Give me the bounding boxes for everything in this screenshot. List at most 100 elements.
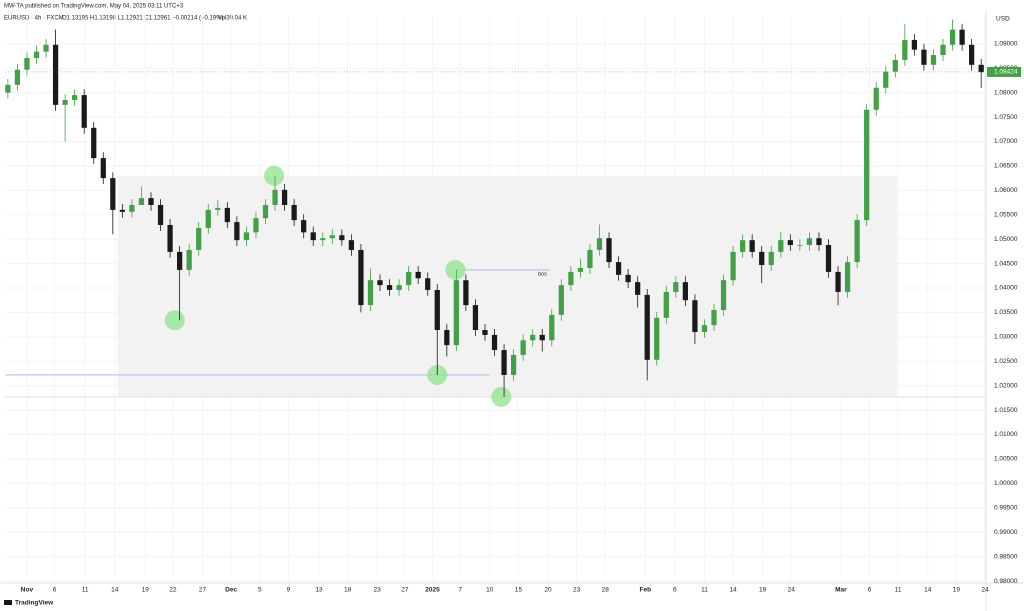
candle-body	[692, 300, 698, 332]
candle-body	[167, 225, 173, 252]
candle-body	[72, 95, 78, 100]
candle-body	[768, 251, 774, 266]
candle	[749, 234, 755, 258]
candle	[291, 199, 297, 226]
candle	[5, 78, 11, 99]
x-tick-label: 5	[258, 587, 262, 594]
candle-body	[348, 240, 355, 250]
candle	[844, 256, 851, 298]
pivot-marker	[491, 386, 512, 407]
candle	[406, 266, 412, 291]
candle-body	[358, 249, 364, 306]
candle	[339, 229, 345, 247]
x-tick-label: 22	[169, 587, 177, 594]
candle-body	[568, 271, 574, 286]
y-tick-label: 1.03500	[994, 309, 1018, 316]
candle-body	[291, 204, 297, 221]
candle	[854, 214, 860, 268]
candle	[635, 276, 641, 308]
x-tick-label: Mar	[835, 587, 847, 594]
candle	[91, 121, 97, 164]
candle-body	[682, 282, 688, 301]
candle-body	[749, 240, 755, 252]
candle-body	[711, 309, 717, 326]
candle-body	[281, 189, 288, 205]
y-tick-label: 1.09000	[994, 41, 1018, 48]
candle-body	[558, 285, 564, 315]
y-tick-label: 1.05500	[994, 211, 1018, 218]
candle	[606, 232, 612, 268]
y-tick-label: 1.06000	[994, 187, 1018, 194]
candle-body	[491, 334, 498, 351]
candle-body	[43, 44, 49, 52]
candle-body	[510, 354, 517, 375]
candle	[692, 294, 698, 345]
candle	[444, 324, 450, 357]
candle-body	[215, 207, 221, 210]
x-tick-label: 18	[344, 587, 352, 594]
candle-body	[62, 99, 68, 105]
y-tick-label: 0.99500	[994, 505, 1018, 512]
candle	[911, 34, 918, 56]
candle-body	[186, 249, 192, 270]
candle	[234, 216, 240, 247]
y-tick-label: 0.98500	[994, 553, 1018, 560]
candle-body	[730, 251, 736, 281]
candle	[119, 204, 125, 218]
candle	[625, 268, 631, 289]
candle	[825, 239, 832, 278]
candle-body	[921, 49, 927, 65]
candle	[759, 246, 765, 284]
x-tick-label: 14	[111, 587, 119, 594]
candle	[930, 49, 937, 71]
candle	[320, 232, 326, 247]
candle	[43, 38, 49, 58]
candle	[720, 274, 727, 316]
candle	[196, 222, 202, 256]
candle	[425, 272, 431, 296]
y-tick-label: 1.07000	[994, 138, 1018, 145]
candle	[654, 311, 660, 366]
last-price-box	[987, 66, 1021, 77]
logo-icon	[4, 600, 12, 605]
y-tick-label: 1.04000	[994, 285, 1018, 292]
candle	[262, 199, 269, 225]
candle-body	[243, 232, 250, 241]
y-tick-label: 1.02500	[994, 358, 1018, 365]
candle	[215, 200, 221, 216]
candle	[386, 279, 393, 296]
x-tick-label: 19	[759, 587, 767, 594]
candle-body	[148, 198, 154, 205]
candle-body	[854, 220, 860, 263]
x-tick-label: 24	[788, 587, 796, 594]
x-tick-label: 6	[53, 587, 57, 594]
candle-body	[949, 29, 956, 45]
candle	[129, 199, 135, 218]
candle	[711, 304, 717, 331]
y-tick-label: 0.98000	[994, 578, 1018, 585]
x-tick-label: 20	[544, 587, 552, 594]
candle	[358, 244, 364, 313]
y-tick-label: 1.05000	[994, 236, 1018, 243]
candle	[81, 89, 87, 134]
candle-body	[24, 57, 30, 70]
x-tick-label: 13	[315, 587, 323, 594]
candle	[463, 274, 469, 311]
candle-body	[119, 209, 125, 212]
x-tick-label: 7	[458, 587, 462, 594]
candle	[24, 52, 30, 76]
candle-body	[539, 334, 545, 341]
candle-body	[377, 280, 383, 286]
level-label: bos	[538, 271, 547, 277]
candle-body	[625, 274, 631, 283]
candle	[577, 258, 584, 278]
brand: TradingView	[15, 600, 54, 607]
candle	[33, 45, 40, 64]
candle	[940, 38, 946, 61]
y-tick-label: 1.02000	[994, 382, 1018, 389]
candle-body	[129, 204, 135, 212]
candle-body	[301, 220, 307, 233]
candle	[902, 24, 908, 66]
pivot-marker	[164, 310, 185, 331]
x-tick-label: 11	[895, 587, 902, 594]
